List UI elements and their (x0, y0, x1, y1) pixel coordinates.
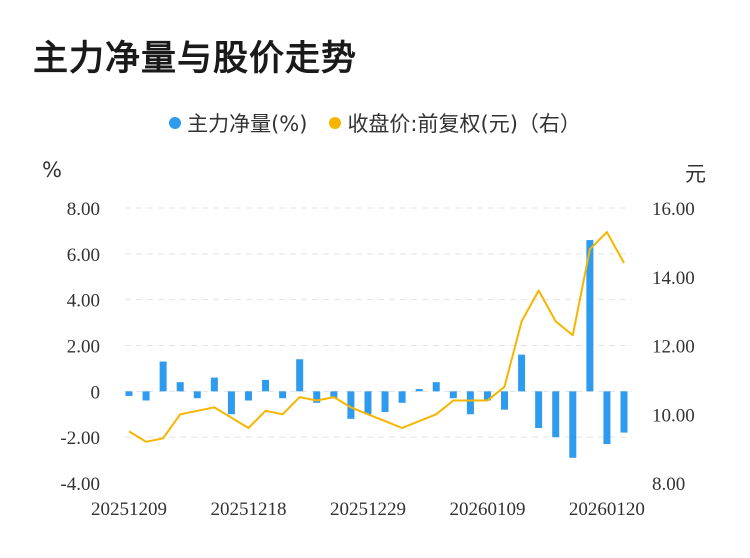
x-tick-label: 20251218 (210, 499, 286, 520)
right-tick-label: 16.00 (652, 199, 695, 220)
bar (227, 391, 235, 415)
price-line (128, 231, 625, 443)
legend-label-net-volume: 主力净量(%) (187, 112, 308, 136)
bar (364, 391, 372, 415)
legend-dot-yellow (329, 117, 342, 129)
bar (296, 359, 304, 392)
bar (347, 391, 355, 419)
left-tick-label: 4.00 (67, 291, 100, 312)
bar (415, 389, 423, 392)
bar (125, 391, 133, 396)
legend-item-close-price[interactable]: 收盘价:前复权(元)（右） (329, 108, 581, 138)
right-tick-label: 10.00 (652, 405, 695, 426)
left-tick-label: 6.00 (67, 245, 100, 266)
right-axis-unit: 元 (685, 162, 706, 186)
bar (176, 382, 184, 392)
bar (466, 391, 474, 415)
bar (193, 391, 201, 399)
bar (518, 354, 526, 392)
x-tick-label: 20260109 (449, 499, 525, 520)
left-tick-label: 8.00 (67, 199, 100, 220)
bar (620, 391, 628, 433)
left-tick-label: 2.00 (67, 337, 100, 358)
bar (569, 391, 577, 458)
bar (432, 382, 440, 392)
x-tick-label: 20251229 (330, 499, 406, 520)
bar (483, 391, 491, 401)
bar (262, 379, 270, 392)
left-tick-label: -4.00 (60, 474, 100, 495)
left-tick-label: 0 (91, 382, 101, 403)
bar (535, 391, 543, 428)
bar (449, 391, 457, 399)
left-axis-unit: % (42, 158, 62, 182)
bar (279, 391, 287, 399)
legend-dot-blue (169, 117, 182, 129)
bar (501, 391, 509, 410)
right-tick-label: 12.00 (652, 337, 695, 358)
bar (313, 391, 321, 403)
x-tick-label: 20251209 (91, 499, 167, 520)
legend-label-close-price: 收盘价:前复权(元)（右） (347, 112, 581, 136)
bar (603, 391, 611, 445)
legend: 主力净量(%) 收盘价:前复权(元)（右） (0, 108, 750, 138)
legend-item-net-volume[interactable]: 主力净量(%) (169, 108, 307, 138)
bar (142, 391, 150, 401)
bar (398, 391, 406, 403)
bar (381, 391, 389, 412)
bar (586, 240, 594, 392)
right-tick-label: 8.00 (652, 474, 685, 495)
right-tick-label: 14.00 (652, 268, 695, 289)
bar (159, 361, 167, 392)
bar (210, 377, 218, 392)
chart-title: 主力净量与股价走势 (33, 39, 358, 79)
left-tick-label: -2.00 (60, 428, 100, 449)
bar (330, 391, 338, 399)
bar (244, 391, 252, 401)
x-tick-label: 20260120 (569, 499, 645, 520)
bar (552, 391, 560, 438)
